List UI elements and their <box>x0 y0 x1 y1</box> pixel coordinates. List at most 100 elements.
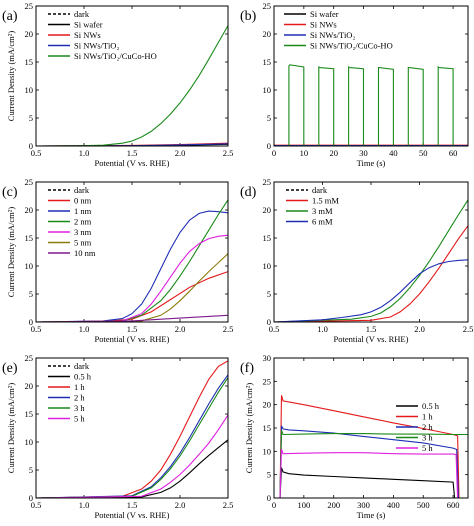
x-tick-label: 600 <box>447 500 460 510</box>
x-tick-label: 200 <box>327 500 340 510</box>
x-axis-label: Time (s) <box>357 510 386 520</box>
x-tick-label: 2.0 <box>175 148 186 158</box>
legend-label: dark <box>74 185 90 195</box>
y-tick-label: 0 <box>29 493 33 503</box>
plot-frame <box>35 5 229 147</box>
y-tick-label: 5 <box>29 465 33 475</box>
x-axis-label: Potential (V vs. RHE) <box>95 158 170 168</box>
legend-label: 2 h <box>74 393 85 403</box>
x-tick-label: 1.0 <box>317 324 328 334</box>
y-tick-label: 25 <box>25 1 34 11</box>
x-axis-label: Time (s) <box>357 158 386 168</box>
y-tick-label: 10 <box>263 446 272 456</box>
x-tick-label: 1.5 <box>366 324 377 334</box>
y-tick-label: 5 <box>29 113 33 123</box>
series-line-5 <box>274 448 468 499</box>
x-tick-label: 2.0 <box>175 324 186 334</box>
panel-label: (f) <box>240 361 254 376</box>
legend-label: Si NWs <box>74 30 101 40</box>
series-line-4 <box>274 64 468 147</box>
y-tick-label: 10 <box>263 85 272 95</box>
y-tick-label: 25 <box>25 177 34 187</box>
series-line-4 <box>274 430 468 499</box>
x-tick-label: 1.0 <box>79 148 90 158</box>
x-axis-label: Potential (V vs. RHE) <box>95 510 170 520</box>
plot-frame <box>273 5 469 147</box>
legend-label: 5 h <box>422 443 433 453</box>
x-tick-label: 1.5 <box>127 324 138 334</box>
panel-label: (e) <box>2 361 18 376</box>
legend-label: 0.5 h <box>422 401 440 411</box>
x-tick-label: 2.5 <box>223 324 234 334</box>
x-tick-label: 2.5 <box>463 324 474 334</box>
y-tick-label: 0 <box>267 141 271 151</box>
series-line-6 <box>35 253 229 323</box>
legend-label: 3 mM <box>312 206 333 216</box>
legend-label: 3 nm <box>74 227 92 237</box>
plot-frame <box>273 181 469 323</box>
y-tick-label: 25 <box>263 376 272 386</box>
x-tick-label: 400 <box>387 500 400 510</box>
legend-label: 10 nm <box>74 248 96 258</box>
legend-label: Si NWs/TiO₂ <box>310 30 355 40</box>
y-tick-label: 25 <box>263 1 272 11</box>
y-tick-label: 0 <box>29 141 33 151</box>
panel-label: (a) <box>2 9 18 24</box>
panel-e: 0.5 1.0 1.5 2.0 2.5 0 5 10 15 20 25 (e) Potential (V… <box>2 353 233 520</box>
y-axis-label: Current Density (mA/cm²) <box>244 383 254 474</box>
legend-label: dark <box>74 9 90 19</box>
x-tick-label: 2.0 <box>175 500 186 510</box>
series-line-3 <box>35 210 229 323</box>
x-tick-label: 2.5 <box>223 500 234 510</box>
x-tick-label: 0 <box>272 148 276 158</box>
y-tick-label: 25 <box>25 353 34 363</box>
panel-c: 0.5 1.0 1.5 2.0 2.5 0 5 10 15 20 25 (c) Potential (V… <box>2 177 233 344</box>
series-line-5 <box>35 234 229 323</box>
y-tick-label: 15 <box>263 233 272 243</box>
legend-label: Si NWs/TiO₂/CuCo-HO <box>310 41 393 51</box>
x-tick-label: 10 <box>300 148 309 158</box>
y-tick-label: 20 <box>25 381 34 391</box>
series-line-5 <box>35 377 229 499</box>
x-tick-label: 1.0 <box>79 324 90 334</box>
series-line-1 <box>274 467 468 499</box>
panel-label: (c) <box>2 185 18 200</box>
x-tick-label: 0.5 <box>31 148 42 158</box>
y-tick-label: 15 <box>263 423 272 433</box>
legend-label: 0.5 h <box>74 372 92 382</box>
series-line-3 <box>35 360 229 499</box>
y-axis-label: Current Density (mA/cm²) <box>6 31 16 122</box>
x-tick-label: 60 <box>449 148 458 158</box>
y-tick-label: 30 <box>263 353 272 363</box>
y-tick-label: 0 <box>29 317 33 327</box>
legend-label: Si wafer <box>310 9 339 19</box>
y-tick-label: 20 <box>263 400 272 410</box>
y-tick-label: 15 <box>263 57 272 67</box>
y-tick-label: 20 <box>25 29 34 39</box>
x-tick-label: 0.5 <box>31 500 42 510</box>
y-axis-label: Current Density (mA/cm²) <box>6 207 16 298</box>
panel-d: 0.5 1.0 1.5 2.0 2.5 0 5 10 15 20 25 (d) Potential (V… <box>240 177 473 344</box>
x-tick-label: 2.5 <box>223 148 234 158</box>
panel-label: (b) <box>240 9 257 24</box>
legend-label: Si wafer <box>74 20 103 30</box>
y-tick-label: 10 <box>263 261 272 271</box>
y-tick-label: 10 <box>25 85 34 95</box>
y-tick-label: 5 <box>29 289 33 299</box>
y-tick-label: 25 <box>263 177 272 187</box>
y-tick-label: 10 <box>25 437 34 447</box>
y-tick-label: 5 <box>267 470 271 480</box>
series-line-4 <box>273 259 469 323</box>
x-tick-label: 30 <box>359 148 368 158</box>
x-tick-label: 40 <box>389 148 398 158</box>
legend-label: Si NWs/TiO₂/CuCo-HO <box>74 51 157 61</box>
x-tick-label: 500 <box>417 500 430 510</box>
legend-label: 5 h <box>74 414 85 424</box>
series-line-7 <box>35 314 229 323</box>
legend-label: dark <box>74 361 90 371</box>
x-axis-label: Potential (V vs. RHE) <box>95 334 170 344</box>
plot-frame <box>35 357 229 499</box>
x-tick-label: 100 <box>297 500 310 510</box>
x-tick-label: 300 <box>357 500 370 510</box>
